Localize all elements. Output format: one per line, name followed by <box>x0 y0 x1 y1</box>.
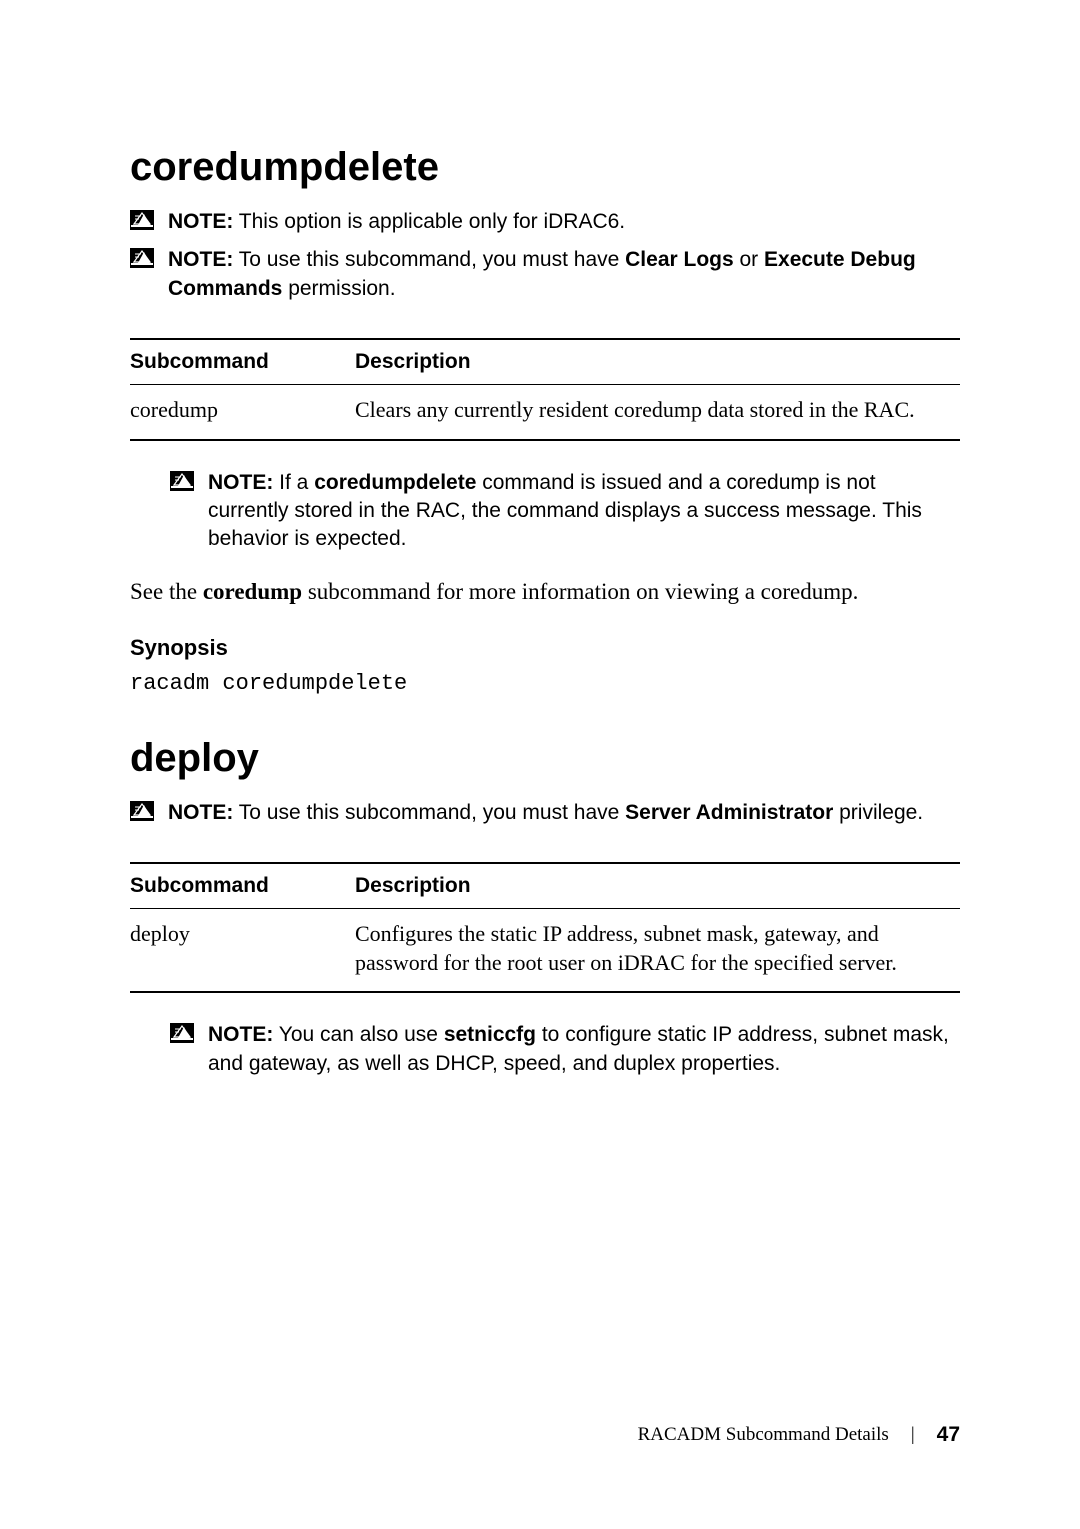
note-text: NOTE: You can also use setniccfg to conf… <box>208 1021 960 1078</box>
note-text: NOTE: If a coredumpdelete command is iss… <box>208 469 960 554</box>
synopsis-code: racadm coredumpdelete <box>130 671 960 696</box>
note-icon <box>170 471 194 491</box>
table-cell: deploy <box>130 909 355 993</box>
table-cell: Configures the static IP address, subnet… <box>355 909 960 993</box>
note-item: NOTE: You can also use setniccfg to conf… <box>130 1021 960 1078</box>
note-text: NOTE: To use this subcommand, you must h… <box>168 799 960 827</box>
note-icon <box>130 210 154 230</box>
body-paragraph: See the coredump subcommand for more inf… <box>130 576 960 607</box>
table-header: Description <box>355 863 960 909</box>
note-text: NOTE: This option is applicable only for… <box>168 208 960 236</box>
note-body-part: To use this subcommand, you must have <box>233 801 625 824</box>
para-part: See the <box>130 579 203 604</box>
note-body-part: or <box>734 248 764 271</box>
table-header: Description <box>355 339 960 385</box>
table-cell: Clears any currently resident coredump d… <box>355 385 960 440</box>
subcommand-table: Subcommand Description coredump Clears a… <box>130 338 960 441</box>
table-cell: coredump <box>130 385 355 440</box>
table-header: Subcommand <box>130 339 355 385</box>
note-item: NOTE: To use this subcommand, you must h… <box>130 799 960 827</box>
note-icon <box>130 248 154 268</box>
note-label: NOTE: <box>208 1023 273 1046</box>
note-item: NOTE: If a coredumpdelete command is iss… <box>130 469 960 554</box>
note-item: NOTE: This option is applicable only for… <box>130 208 960 236</box>
note-body-part: To use this subcommand, you must have <box>233 248 625 271</box>
note-body-part: You can also use <box>273 1023 443 1046</box>
footer-divider: | <box>911 1424 915 1446</box>
note-icon <box>170 1023 194 1043</box>
note-body: This option is applicable only for iDRAC… <box>233 210 625 233</box>
table-header: Subcommand <box>130 863 355 909</box>
note-bold: Clear Logs <box>625 248 734 271</box>
synopsis-heading: Synopsis <box>130 635 960 661</box>
note-text: NOTE: To use this subcommand, you must h… <box>168 246 960 303</box>
footer-page-number: 47 <box>937 1423 960 1447</box>
note-bold: coredumpdelete <box>314 471 476 494</box>
note-body-part: privilege. <box>833 801 923 824</box>
section-heading: coredumpdelete <box>130 145 960 190</box>
section-heading: deploy <box>130 736 960 781</box>
table-row: coredump Clears any currently resident c… <box>130 385 960 440</box>
note-item: NOTE: To use this subcommand, you must h… <box>130 246 960 303</box>
page-footer: RACADM Subcommand Details | 47 <box>638 1423 960 1447</box>
para-part: subcommand for more information on viewi… <box>302 579 858 604</box>
note-label: NOTE: <box>168 248 233 271</box>
note-bold: Server Administrator <box>625 801 833 824</box>
note-label: NOTE: <box>168 210 233 233</box>
note-icon <box>130 801 154 821</box>
note-body-part: permission. <box>282 277 395 300</box>
table-row: deploy Configures the static IP address,… <box>130 909 960 993</box>
note-label: NOTE: <box>168 801 233 824</box>
note-bold: setniccfg <box>444 1023 536 1046</box>
note-label: NOTE: <box>208 471 273 494</box>
note-body-part: If a <box>273 471 314 494</box>
para-bold: coredump <box>203 579 302 604</box>
subcommand-table: Subcommand Description deploy Configures… <box>130 862 960 993</box>
footer-title: RACADM Subcommand Details <box>638 1424 889 1446</box>
